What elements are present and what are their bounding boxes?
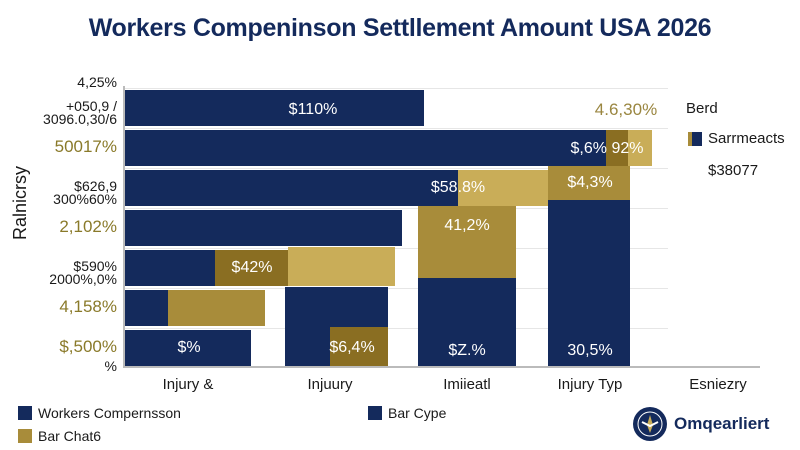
legend-right-item: Sarrmeacts: [688, 130, 785, 147]
bar: [548, 166, 630, 200]
bar: [458, 170, 548, 206]
y-tick-label: %: [104, 358, 117, 374]
x-tick-label: Injuury: [307, 376, 353, 393]
bar: [330, 327, 388, 366]
legend-item: Workers Compernsson: [18, 405, 181, 421]
data-label: $4,3%: [567, 174, 613, 191]
bar: [168, 290, 265, 326]
brand-name: Omqearliert: [674, 414, 770, 433]
y-tick-label: +050,9 /3096.0,30/6: [43, 98, 117, 127]
bar: [418, 278, 516, 366]
brand-logo-icon: [633, 407, 667, 441]
bar: [125, 170, 458, 206]
bar: [288, 247, 395, 286]
data-label: $110%: [288, 101, 338, 118]
y-tick-label: 4,25%: [77, 74, 117, 90]
gridline: [125, 328, 668, 329]
gridline: [125, 248, 668, 249]
bar: [628, 130, 652, 166]
x-tick-label: Imiieatl: [443, 376, 491, 393]
data-label: $58.8%: [430, 179, 486, 196]
data-label: $42%: [231, 259, 273, 276]
x-tick-label: Esniezry: [689, 376, 747, 393]
legend-right-note: $38077: [708, 162, 759, 179]
y-tick-label: $626,9 300%60%: [53, 178, 117, 207]
data-label: $,6% 92%: [570, 140, 644, 157]
legend-swatch: [688, 131, 702, 146]
x-axis-line: [123, 366, 760, 368]
gridline: [125, 128, 668, 129]
data-label: 41,2%: [444, 217, 490, 234]
brand: Omqearliert: [632, 406, 769, 442]
legend-right-title: Berd: [686, 100, 718, 117]
bar: [125, 290, 168, 326]
bar: [215, 250, 288, 286]
bar: [125, 130, 606, 166]
data-label: 30,5%: [567, 342, 613, 359]
gridline: [125, 88, 668, 89]
bar: [418, 206, 516, 278]
gridline: [125, 168, 668, 169]
legend-label: Bar Chat6: [38, 428, 102, 444]
gridline: [125, 288, 668, 289]
legend-item: Bar Chat6: [18, 428, 101, 444]
legend-label: Sarrmeacts: [708, 130, 785, 147]
y-tick-label: 2,102%: [59, 217, 117, 236]
legend-swatch: [18, 429, 32, 443]
y-tick-label: $,500%: [59, 337, 117, 356]
data-label: $%: [177, 339, 201, 356]
legend-swatch: [368, 406, 382, 420]
gridline: [125, 208, 668, 209]
x-tick-label: Injury Typ: [557, 376, 623, 393]
y-tick-label: 50017%: [54, 137, 117, 156]
data-label: $6,4%: [329, 339, 375, 356]
x-tick-label: Injury &: [162, 376, 214, 393]
y-axis-label: Ralnicrsy: [10, 165, 30, 240]
legend-label: Workers Compernsson: [38, 405, 181, 421]
bar: [125, 90, 424, 126]
bar: [548, 200, 630, 366]
bar: [125, 210, 402, 246]
bar: [125, 330, 251, 366]
legend-item: Bar Cype: [368, 405, 446, 421]
y-tick-label: 4,158%: [59, 297, 117, 316]
chart-title: Workers Compeninson Settllement Amount U…: [88, 14, 712, 42]
legend-label: Bar Cype: [388, 405, 447, 421]
annotation: 4.6,30%: [594, 100, 658, 119]
legend-swatch: [18, 406, 32, 420]
data-label: $Z.%: [448, 342, 486, 359]
bar: [125, 250, 215, 286]
bar: [606, 130, 628, 166]
y-axis-line: [123, 86, 125, 368]
y-tick-label: $590% 2000%,0%: [49, 258, 117, 287]
